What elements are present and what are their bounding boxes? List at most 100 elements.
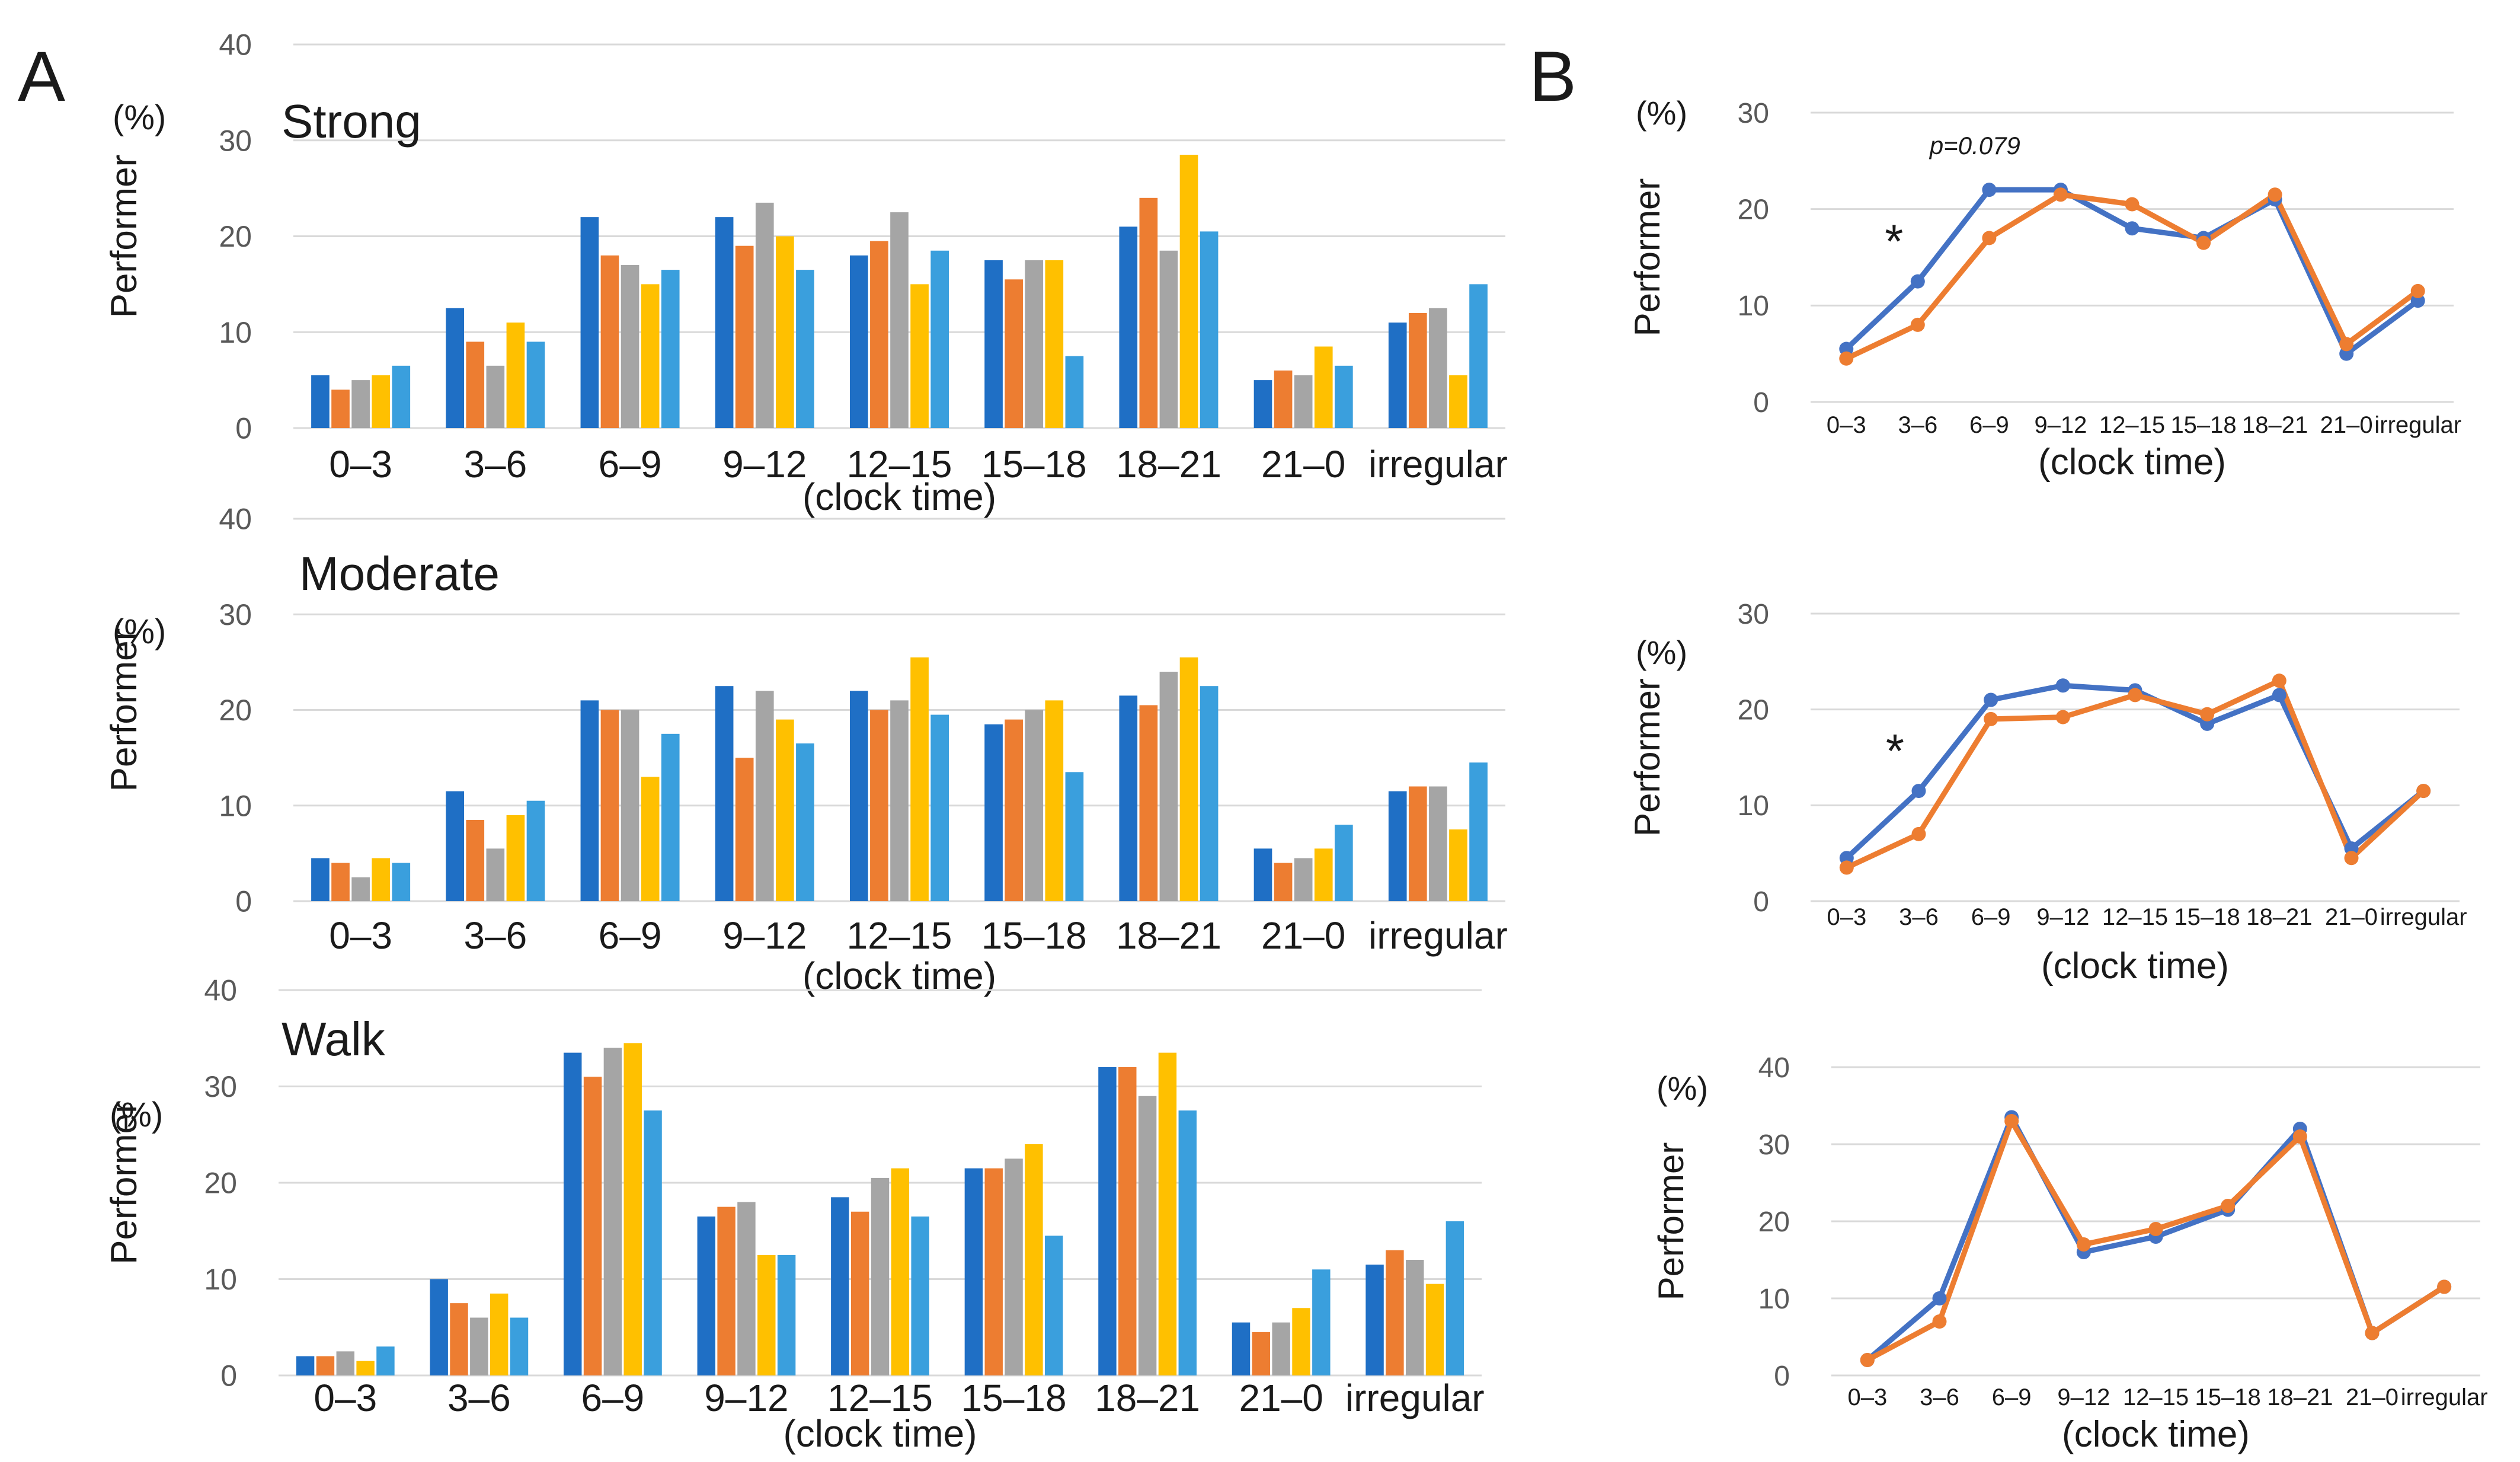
bar-4: [910, 284, 929, 428]
bar-4: [1425, 1284, 1444, 1375]
data-point-2: [2053, 187, 2068, 202]
bar-5: [392, 863, 411, 901]
bar-2: [1139, 705, 1158, 901]
data-point-2: [1911, 826, 1926, 841]
bar-2: [1005, 719, 1023, 901]
bar-2: [1408, 312, 1427, 428]
x-tick-label: 18–21: [2246, 904, 2312, 930]
data-point-2: [1932, 1314, 1947, 1329]
y-axis-label: Performer: [104, 628, 145, 792]
x-tick-label: 9–12: [704, 1377, 788, 1419]
data-point-2: [1860, 1353, 1875, 1367]
bar-5: [1065, 772, 1084, 901]
y-tick-label: 20: [219, 694, 252, 727]
data-point-1: [1910, 274, 1925, 289]
bar-4: [372, 375, 391, 428]
x-tick-label: 6–9: [1971, 904, 2011, 930]
bar-5: [661, 270, 680, 428]
x-axis-label: (clock time): [2062, 1414, 2250, 1455]
chart-title: Strong: [282, 95, 421, 148]
bar-1: [580, 217, 599, 428]
x-tick-label: 3–6: [447, 1377, 511, 1419]
data-point-2: [2416, 784, 2431, 799]
y-tick-label: 40: [219, 28, 252, 62]
data-point-2: [2004, 1114, 2019, 1128]
bar-3: [1025, 710, 1044, 901]
data-point-2: [2268, 187, 2282, 202]
bar-1: [311, 858, 330, 901]
bar-1: [849, 691, 868, 901]
bar-5: [526, 800, 545, 901]
bar-3: [871, 1177, 890, 1375]
bar-3: [1159, 672, 1178, 901]
chart-title: Walk: [282, 1013, 386, 1065]
bar-5: [930, 250, 949, 428]
x-tick-label: 3–6: [463, 443, 527, 486]
x-tick-label: 6–9: [1992, 1384, 2032, 1410]
bar-4: [1314, 848, 1333, 901]
bar-1: [1232, 1322, 1251, 1375]
bar-4: [910, 657, 929, 901]
bar-2: [1408, 786, 1427, 901]
bar-3: [737, 1202, 756, 1375]
bar-5: [1334, 825, 1353, 901]
bar-2: [316, 1356, 335, 1375]
data-point-2: [1982, 231, 1997, 245]
x-tick-label: 3–6: [1898, 412, 1937, 438]
bar-4: [891, 1168, 910, 1375]
bar-1: [964, 1168, 983, 1375]
bar-5: [1446, 1221, 1464, 1375]
bar-2: [583, 1077, 602, 1375]
bar-3: [486, 365, 505, 428]
bar-5: [796, 270, 814, 428]
bar-5: [392, 365, 411, 428]
bar-2: [717, 1206, 735, 1375]
y-unit-label: (%): [1636, 634, 1687, 671]
bar-5: [1469, 762, 1488, 901]
x-tick-label: irregular: [2401, 1384, 2488, 1410]
y-tick-label: 30: [219, 598, 252, 631]
y-axis-label: Performer: [1651, 1142, 1691, 1301]
bar-4: [776, 719, 794, 901]
x-axis-label: (clock time): [2038, 442, 2226, 483]
y-tick-label: 40: [219, 503, 252, 536]
bar-4: [1449, 829, 1467, 901]
data-point-1: [2055, 678, 2070, 693]
y-tick-label: 0: [220, 1359, 237, 1393]
y-tick-label: 10: [1738, 790, 1769, 822]
y-tick-label: 40: [1758, 1052, 1790, 1084]
bar-1: [1119, 695, 1138, 901]
bar-4: [776, 236, 794, 428]
bar-4: [1292, 1308, 1310, 1375]
bar-5: [930, 714, 949, 901]
bar-4: [641, 284, 660, 428]
bar-5: [1334, 365, 1353, 428]
bar-1: [984, 724, 1003, 901]
bar-4: [1314, 346, 1333, 428]
bar-3: [1138, 1096, 1157, 1375]
bar-1: [1388, 323, 1407, 428]
data-point-1: [2272, 688, 2286, 703]
bar-2: [466, 819, 485, 901]
significance-asterisk: *: [1886, 724, 1904, 777]
bar-2: [466, 341, 485, 428]
y-unit-label: (%): [113, 612, 166, 651]
bar-5: [376, 1346, 395, 1375]
x-tick-label: 15–18: [2170, 412, 2236, 438]
bar-5: [1065, 356, 1084, 428]
bar-5: [661, 733, 680, 901]
series-line-2: [1845, 191, 2420, 361]
y-tick-label: 30: [204, 1070, 237, 1103]
bar-4: [641, 777, 660, 901]
bar-4: [757, 1254, 776, 1375]
x-tick-label: 21–0: [2346, 1384, 2399, 1410]
data-point-1: [1932, 1291, 1947, 1305]
y-tick-label: 20: [1738, 194, 1769, 225]
x-tick-label: 12–15: [827, 1377, 933, 1419]
x-tick-label: 12–15: [2102, 904, 2168, 930]
data-point-2: [2076, 1237, 2091, 1252]
x-tick-label: 18–21: [1095, 1377, 1200, 1419]
bar-3: [1025, 260, 1044, 428]
x-tick-label: 15–18: [2174, 904, 2240, 930]
